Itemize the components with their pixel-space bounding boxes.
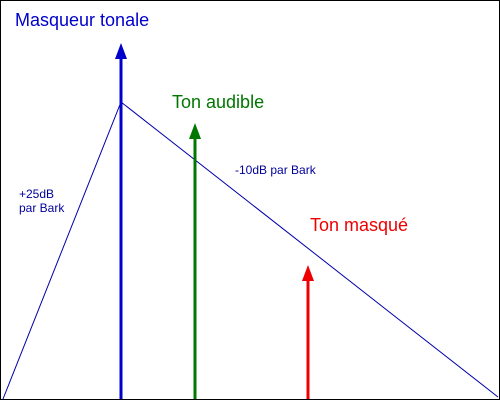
audible-tone-arrow — [189, 123, 201, 399]
audible-tone-label: Ton audible — [172, 92, 265, 112]
rising-slope-unit: par Bark — [19, 201, 65, 215]
rising-slope-value: +25dB — [19, 187, 55, 201]
masked-tone-arrow — [302, 265, 314, 399]
masker-arrow — [115, 43, 127, 399]
masking-threshold-curve — [2, 101, 499, 400]
masker-label: Masqueur tonale — [15, 10, 150, 30]
falling-slope-label: -10dB par Bark — [235, 163, 316, 177]
rising-slope-label: +25dB par Bark — [19, 187, 64, 215]
masked-tone-label: Ton masqué — [310, 215, 409, 235]
